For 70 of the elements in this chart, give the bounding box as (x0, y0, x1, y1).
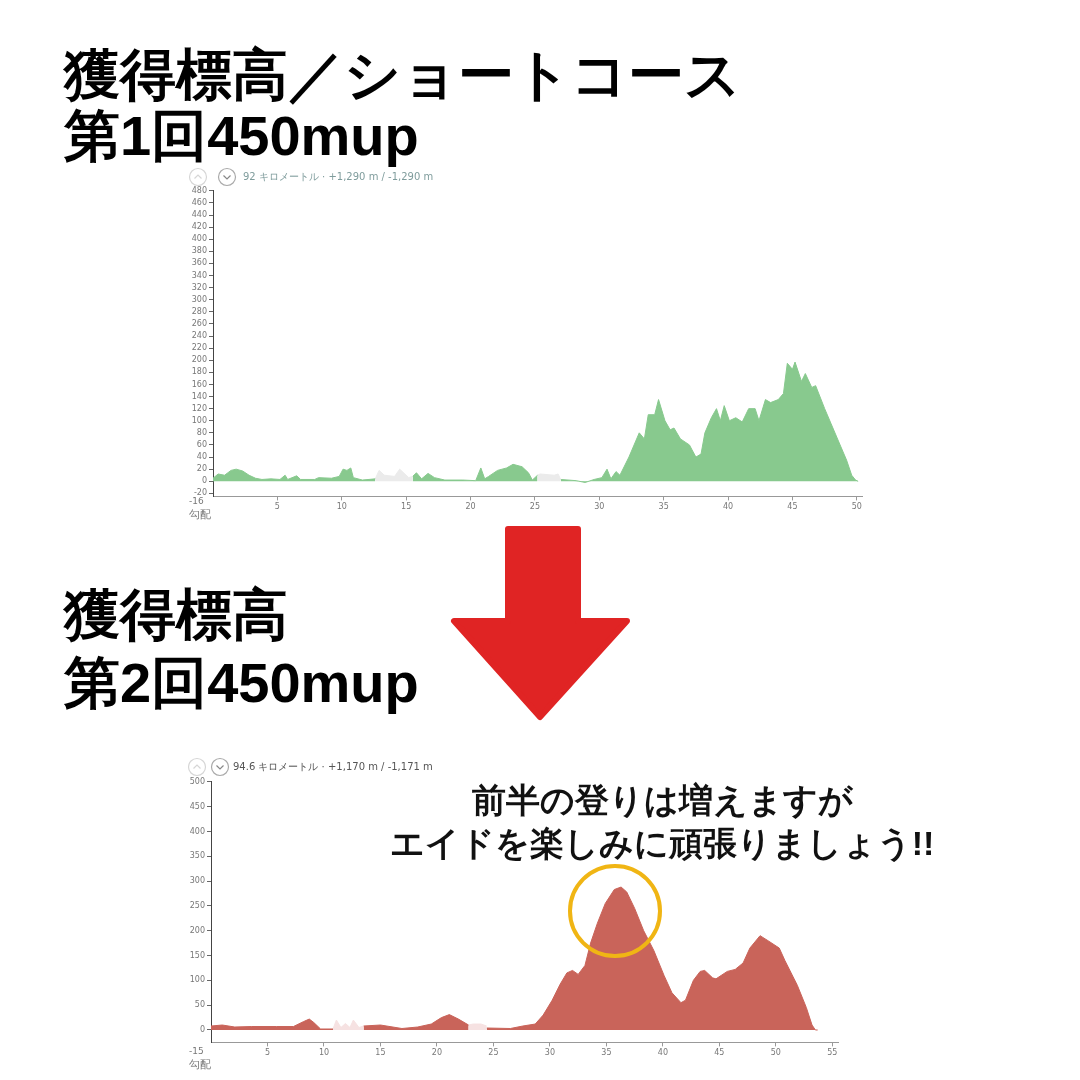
y-tick-label: 140 (191, 391, 207, 401)
x-tick-label: 30 (594, 502, 605, 512)
y-tick-label: 260 (191, 319, 207, 329)
y-tick-label: 400 (189, 826, 205, 836)
text: -15 (189, 1046, 205, 1057)
y-tick-label: 280 (191, 306, 207, 316)
x-tick-label: 5 (264, 1048, 271, 1058)
y-tick-label: 40 (196, 452, 207, 462)
x-tick-label: 15 (401, 502, 412, 512)
y-tick-label: 400 (191, 234, 207, 244)
chart-subtitle: 第2回450mup (64, 651, 419, 714)
y-tick-label: 340 (191, 270, 207, 280)
y-tick-label: 380 (191, 246, 207, 256)
y-tick-label: 320 (191, 282, 207, 292)
y-tick-label: -20 (193, 488, 207, 498)
x-tick-label: 50 (851, 502, 862, 512)
text: 勾配 (189, 508, 212, 521)
y-tick-label: 100 (191, 415, 207, 425)
y-tick-label: 220 (191, 343, 207, 353)
x-tick-label: 25 (529, 502, 541, 512)
chart-subtitle: 第1回450mup (64, 104, 419, 167)
x-tick-label: 35 (658, 502, 669, 512)
y-tick-label: 20 (196, 464, 207, 474)
y-tick-label: 360 (191, 258, 207, 268)
y-tick-label: 480 (191, 185, 207, 195)
x-tick-label: 5 (274, 502, 280, 512)
y-tick-label: 350 (189, 851, 205, 861)
y-tick-label: 300 (189, 876, 205, 886)
y-tick-label: 150 (189, 950, 205, 960)
x-tick-label: 25 (488, 1048, 499, 1058)
chart-title: 獲得標高／ショートコース (64, 43, 741, 106)
x-tick-label: 35 (601, 1048, 612, 1058)
y-tick-label: 80 (196, 427, 207, 437)
text: 勾配 (189, 1058, 212, 1071)
y-tick-label: 450 (189, 801, 205, 811)
y-tick-label: 60 (196, 440, 207, 450)
y-tick-label: 200 (191, 355, 207, 365)
x-tick-label: 55 (827, 1048, 838, 1058)
x-tick-label: 45 (787, 502, 798, 512)
annotation: 前半の登りは増えますが (470, 780, 854, 821)
y-tick-label: 500 (189, 776, 205, 786)
y-tick-label: 50 (194, 1000, 205, 1010)
x-tick-label: 45 (714, 1048, 725, 1058)
y-tick-label: 200 (189, 925, 205, 935)
x-tick-label: 30 (544, 1048, 556, 1058)
x-tick-label: 40 (722, 502, 734, 512)
y-tick-label: 240 (191, 331, 207, 341)
x-tick-label: 20 (465, 502, 476, 512)
y-tick-label: 120 (191, 403, 207, 413)
y-tick-label: 440 (191, 210, 207, 220)
y-tick-label: 300 (191, 294, 207, 304)
x-tick-label: 40 (657, 1048, 668, 1058)
annotation: エイドを楽しみに頑張りましょう!! (388, 823, 936, 864)
y-tick-label: 160 (191, 379, 207, 389)
text: 94.6 キロメートル · +1,170 m / -1,171 m (233, 760, 433, 774)
x-tick-label: 20 (431, 1048, 443, 1058)
x-tick-label: 10 (336, 502, 347, 512)
y-tick-label: 100 (189, 975, 205, 985)
y-tick-label: 0 (201, 476, 207, 486)
y-tick-label: 250 (189, 900, 205, 910)
chart-title: 獲得標高 (64, 583, 288, 646)
x-tick-label: 15 (375, 1048, 386, 1058)
y-tick-label: 180 (191, 367, 207, 377)
y-tick-label: 0 (199, 1025, 205, 1035)
y-tick-label: 420 (191, 222, 207, 232)
text: -16 (189, 496, 205, 507)
x-tick-label: 10 (318, 1048, 330, 1058)
text: 92 キロメートル · +1,290 m / -1,290 m (243, 170, 434, 184)
y-tick-label: 460 (191, 197, 207, 207)
x-tick-label: 50 (770, 1048, 781, 1058)
